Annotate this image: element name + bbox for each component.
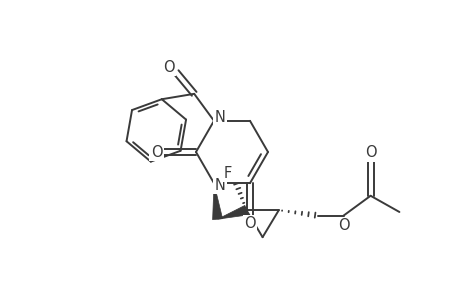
Text: N: N	[214, 178, 225, 193]
Text: O: O	[337, 218, 349, 233]
Text: N: N	[214, 110, 225, 125]
Text: O: O	[244, 216, 255, 231]
Polygon shape	[212, 183, 222, 220]
Polygon shape	[217, 206, 247, 219]
Text: O: O	[364, 145, 375, 160]
Text: O: O	[151, 145, 162, 160]
Text: O: O	[163, 60, 174, 75]
Text: F: F	[223, 166, 231, 181]
